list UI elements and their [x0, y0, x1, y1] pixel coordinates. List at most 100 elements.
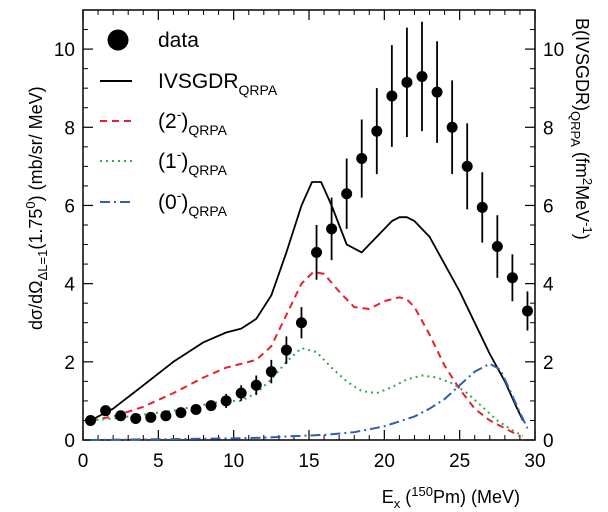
legend-label-sup: -	[177, 187, 182, 203]
x-tick-label: 30	[524, 451, 545, 472]
y-left-mid: (1.75	[26, 209, 46, 250]
legend-label-sub: QRPA	[188, 162, 227, 178]
series-line-m2	[90, 270, 521, 437]
legend-label-text: (1	[158, 150, 177, 173]
x-tick-label: 15	[298, 451, 319, 472]
data-point	[311, 246, 323, 258]
data-point	[506, 272, 518, 284]
data-point	[491, 241, 503, 252]
y-tick-label-right: 10	[543, 40, 564, 61]
y-left-sub: ΔL=1	[35, 250, 50, 281]
data-point	[416, 70, 428, 82]
legend-data-marker	[107, 29, 129, 51]
data-point	[371, 125, 383, 137]
data-point	[356, 153, 368, 165]
y-tick-label-left: 4	[64, 275, 75, 296]
data-point	[476, 201, 488, 213]
y-right-sub: QRPA	[568, 111, 583, 147]
y-left-sup: 0	[23, 201, 38, 208]
data-point	[145, 411, 157, 423]
y-tick-label-right: 0	[543, 431, 554, 452]
data-point	[190, 404, 202, 416]
y-tick-label-left: 8	[64, 118, 75, 139]
data-point	[295, 317, 307, 329]
legend-label-close: )	[181, 110, 188, 133]
data-point	[130, 413, 142, 424]
data-point	[175, 407, 187, 419]
series-lines	[90, 181, 529, 441]
legend-label-sub: QRPA	[239, 82, 278, 98]
legend-label-m2: (2-)QRPA	[158, 106, 228, 138]
data-point	[250, 379, 262, 391]
y-tick-label-left: 10	[54, 40, 75, 61]
x-axis-title-sup: 150	[411, 484, 433, 499]
series-line-m0	[90, 362, 529, 441]
legend-label-text: (0	[158, 191, 177, 214]
x-tick-label: 20	[374, 451, 395, 472]
legend-label-m0: (0-)QRPA	[158, 187, 228, 219]
y-tick-label-right: 4	[543, 275, 554, 296]
y-tick-label-left: 2	[64, 353, 75, 374]
data-point	[341, 188, 353, 200]
legend-label-close: )	[181, 150, 188, 173]
series-line-m1	[90, 347, 524, 437]
x-ticks: 0 5 10 15 20 25 30	[78, 10, 546, 472]
y-tick-label-left: 0	[64, 431, 75, 452]
x-tick-label: 5	[153, 451, 164, 472]
y-right-sup2: -1	[580, 222, 595, 234]
data-point	[205, 400, 217, 412]
x-tick-label: 25	[449, 451, 470, 472]
y-axis-title-right: B(IVSGDR)QRPA (fm2MeV-1)	[568, 18, 595, 240]
legend-label-text: data	[158, 29, 199, 52]
x-axis-title-mid2: Pm) (MeV)	[433, 487, 520, 507]
series-line-ivsgdr	[90, 181, 524, 422]
data-point	[326, 223, 338, 235]
y-tick-label-right: 2	[543, 353, 554, 374]
data-point	[386, 90, 398, 102]
x-axis-title: Ex (150Pm) (MeV)	[382, 484, 520, 511]
legend-label-sup: -	[177, 146, 182, 162]
data-point	[160, 410, 172, 422]
x-axis-title-mid1: (	[400, 487, 411, 507]
y-ticks: 0 0 2 2 4 4 6 6 8 8 10 10	[54, 9, 564, 452]
y-right-mid1: (fm	[572, 147, 592, 178]
data-point	[431, 86, 443, 98]
y-right-mid2: MeV	[572, 185, 592, 222]
y-tick-label-right: 6	[543, 196, 554, 217]
y-right-post: )	[572, 234, 592, 240]
data-point	[85, 414, 97, 426]
plot-frame	[82, 9, 536, 441]
data-point	[235, 387, 247, 399]
x-axis-title-pre: E	[382, 487, 394, 507]
y-tick-label-left: 6	[64, 196, 75, 217]
data-point	[446, 121, 458, 133]
y-axis-title-left: dσ/dΩΔL=1(1.750) (mb/sr/ MeV)	[23, 86, 50, 330]
legend-label-data: data	[158, 29, 199, 52]
y-left-post: ) (mb/sr/ MeV)	[26, 86, 46, 201]
legend-label-sup: -	[177, 106, 182, 122]
legend-label-m1: (1-)QRPA	[158, 146, 228, 178]
y-left-pre: dσ/dΩ	[26, 280, 46, 330]
legend-label-text: IVSGDR	[158, 70, 239, 93]
data-point	[521, 305, 533, 317]
data-point	[265, 366, 277, 378]
legend-label-sub: QRPA	[188, 122, 227, 138]
x-axis-title-sub: x	[394, 496, 401, 511]
y-tick-label-right: 8	[543, 118, 554, 139]
data-points	[85, 21, 533, 426]
y-right-sup1: 2	[580, 178, 595, 185]
x-tick-label: 0	[78, 451, 89, 472]
data-point	[115, 410, 127, 422]
data-point	[461, 160, 473, 172]
y-right-pre: B(IVSGDR)	[572, 18, 592, 111]
legend-label-text: (2	[158, 110, 177, 133]
legend-label-ivsgdr: IVSGDRQRPA	[158, 70, 278, 98]
legend-label-sub: QRPA	[188, 203, 227, 219]
legend-label-close: )	[181, 191, 188, 214]
data-point	[401, 76, 413, 88]
data-point	[280, 344, 292, 356]
data-point	[220, 395, 232, 407]
data-point	[100, 405, 112, 417]
